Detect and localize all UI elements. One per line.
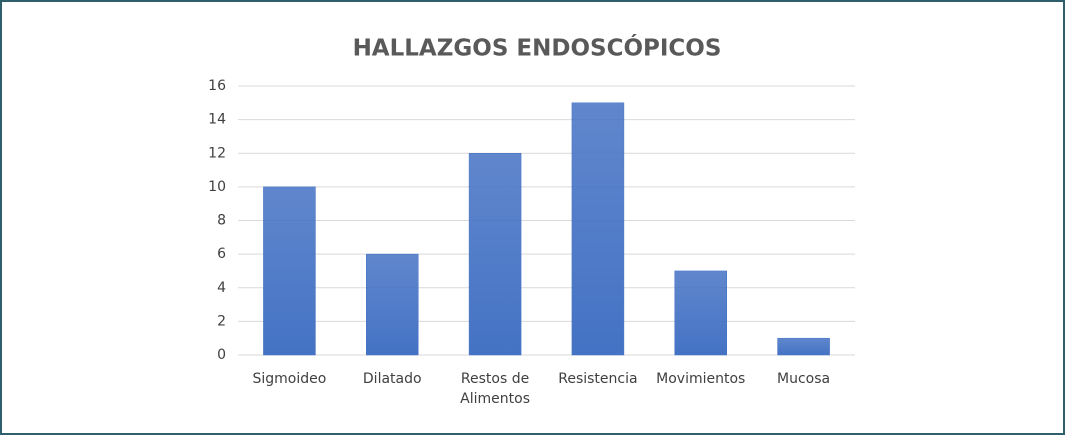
x-tick-label: Dilatado <box>362 371 422 387</box>
y-tick-label: 4 <box>217 280 226 296</box>
y-tick-label: 12 <box>208 145 226 161</box>
y-tick-label: 16 <box>208 78 226 94</box>
chart-title: HALLAZGOS ENDOSCÓPICOS <box>353 34 722 62</box>
bar <box>674 270 727 356</box>
y-tick-label: 6 <box>217 246 226 262</box>
bar <box>366 253 419 356</box>
bar <box>468 153 522 356</box>
x-tick-label: Mucosa <box>777 371 831 387</box>
y-tick-label: 0 <box>217 347 226 363</box>
bar <box>571 102 625 356</box>
x-tick-label: Resistencia <box>558 371 638 387</box>
x-tick-label: Restos de Alimentos <box>460 371 530 407</box>
bar <box>777 337 830 356</box>
x-tick-label: Sigmoideo <box>252 371 327 387</box>
y-tick-label: 2 <box>217 313 226 329</box>
bar <box>263 186 316 356</box>
x-tick-label: Movimientos <box>656 371 746 387</box>
y-tick-label: 10 <box>208 179 226 195</box>
y-tick-label: 14 <box>208 112 226 128</box>
y-tick-label: 8 <box>217 213 226 229</box>
